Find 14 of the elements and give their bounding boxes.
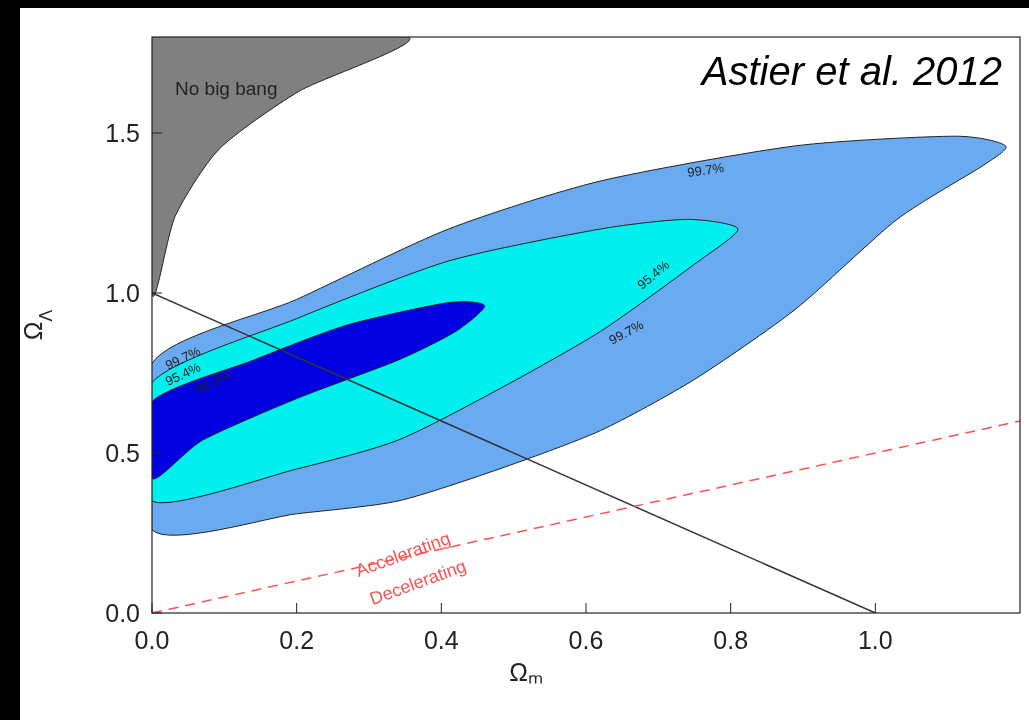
y-tick-label: 0.0 xyxy=(105,599,140,627)
x-tick-label: 0.4 xyxy=(423,626,459,654)
annotation: Astier et al. 2012 xyxy=(699,49,1002,93)
annotation: No big bang xyxy=(175,78,278,99)
y-tick-label: 1.0 xyxy=(105,279,140,307)
x-axis-title: Ωₘ xyxy=(509,658,543,686)
x-tick-label: 0.6 xyxy=(568,626,604,654)
y-tick-label: 0.5 xyxy=(105,439,140,467)
x-tick-label: 0.8 xyxy=(713,626,749,654)
x-tick-label: 0.2 xyxy=(279,626,315,654)
x-tick-label: 1.0 xyxy=(857,626,893,654)
annotation: 99.7% xyxy=(686,159,726,180)
y-tick-label: 1.5 xyxy=(105,119,140,147)
x-tick-label: 0.0 xyxy=(134,626,170,654)
